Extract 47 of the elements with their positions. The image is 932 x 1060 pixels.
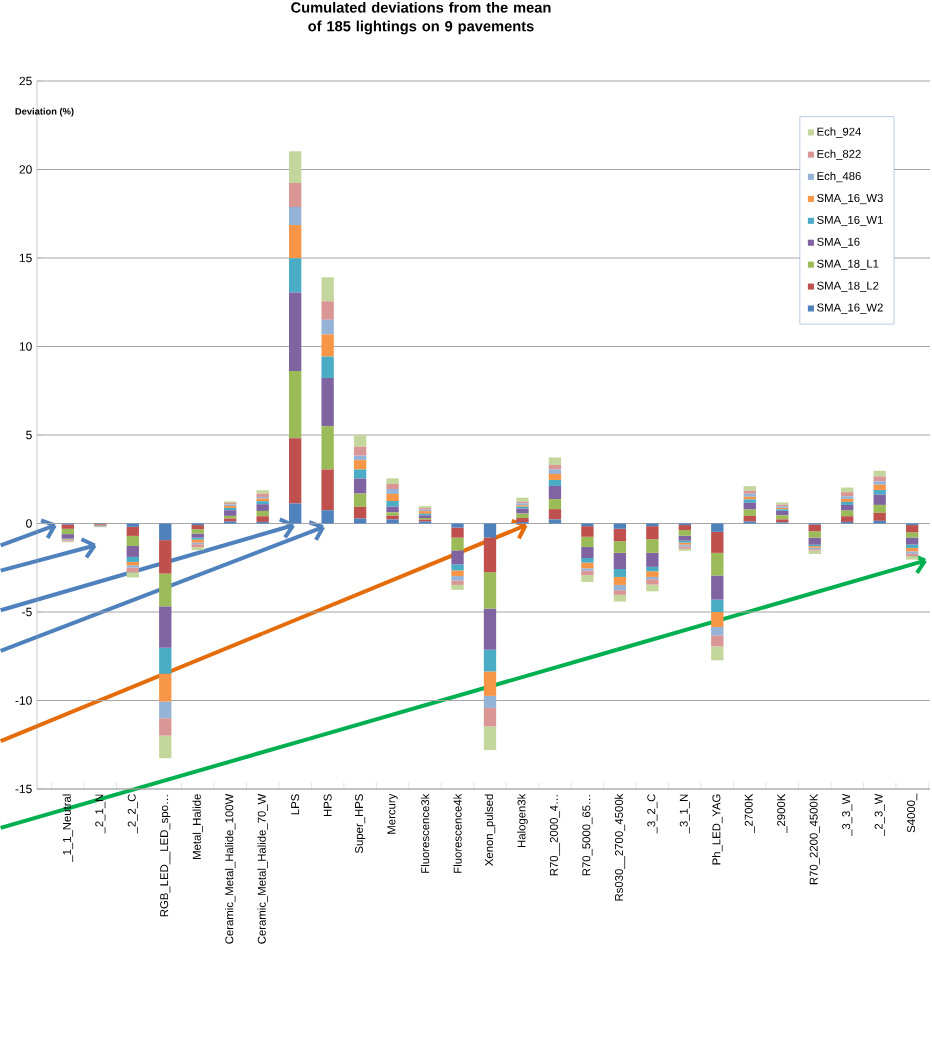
y-tick-label: -5: [22, 607, 32, 617]
y-tick-label: 15: [19, 253, 32, 263]
x-tick-label: S4000_: [907, 793, 918, 833]
legend-label: SMA_18_L1: [817, 259, 879, 270]
y-axis-title: Deviation (%): [15, 107, 74, 117]
x-tick-label: Fluorescence4k: [453, 793, 462, 873]
legend-label: SMA_16_W1: [817, 215, 883, 227]
x-tick-label: Fluorescence3k: [420, 793, 430, 873]
legend-label: Ech_924: [817, 127, 861, 138]
x-tick-label: R70__2000_4…: [549, 795, 561, 876]
x-tick-label: _3_1_N: [679, 794, 690, 834]
x-tick-label: _2900K: [777, 793, 788, 833]
legend-label: SMA_16_W3: [817, 193, 883, 205]
legend-label: SMA_18_L2: [817, 281, 879, 292]
x-tick-label: Mercury: [387, 793, 398, 834]
x-tick-label: Ceramic_Metal_Halide_100W: [224, 793, 236, 944]
y-tick-label: 25: [19, 76, 32, 86]
x-tick-label: Rs030__2700_4500k: [614, 793, 626, 901]
x-tick-label: RGB_LED__LED_spo…: [160, 795, 171, 917]
y-tick-label: -10: [15, 696, 32, 705]
legend-label: SMA_16_W2: [817, 303, 883, 314]
x-tick-label: _2_1_N: [95, 794, 106, 834]
legend-label: Ech_822: [817, 149, 861, 161]
x-tick-label: Ph_LED_YAG: [712, 794, 723, 865]
x-tick-label: Halogen3k: [517, 793, 528, 847]
y-tick-label: 20: [19, 165, 32, 174]
y-tick-label: -15: [15, 784, 32, 794]
x-tick-label: LPS: [291, 794, 300, 815]
x-tick-label: Ceramic_Metal_Halide_70_W: [257, 793, 268, 944]
x-tick-label: _2700K: [744, 793, 755, 833]
x-tick-label: R70_5000_65…: [582, 795, 593, 876]
x-tick-label: _3_2_C: [647, 794, 658, 834]
x-tick-label: Metal_Halide: [192, 794, 203, 859]
x-tick-label: R70_2200_4500K: [809, 793, 820, 885]
y-tick-label: 10: [19, 342, 32, 351]
x-tick-label: _1_1_Neutral: [62, 794, 74, 862]
x-tick-label: _3_3_W: [842, 793, 853, 837]
chart-title: Cumulated deviations from the mean of 185 lightings on 9 pavements: [291, 1, 551, 35]
x-tick-label: _2_3_W: [874, 793, 885, 837]
x-tick-label: HPS: [323, 794, 332, 817]
x-tick-label: _2_2_C: [127, 794, 138, 834]
legend-label: Ech_486: [817, 171, 861, 183]
y-tick-label: 5: [26, 430, 32, 440]
x-tick-label: Xenon_pulsed: [484, 794, 496, 866]
legend-label: SMA_16: [817, 237, 860, 248]
y-tick-label: 0: [26, 519, 32, 528]
x-tick-label: Super_HPS: [354, 794, 366, 854]
